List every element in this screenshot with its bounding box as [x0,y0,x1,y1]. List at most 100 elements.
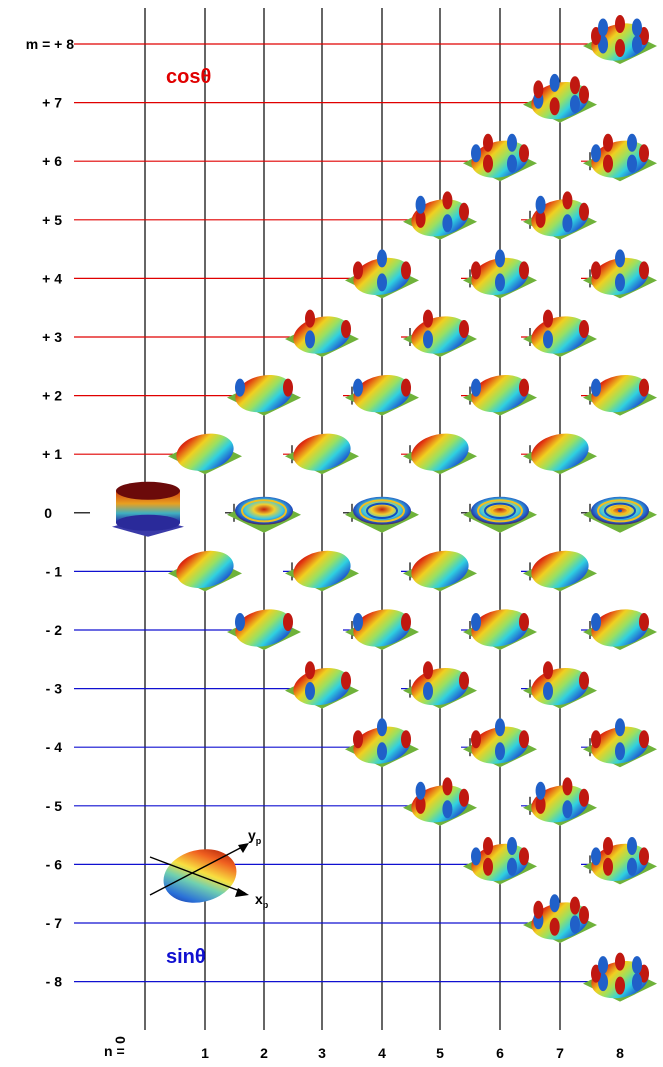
axis-y-label: yp [248,827,262,846]
surface-lobe [579,320,589,338]
surface-lobe [341,320,351,338]
zernike-surface-n6-m6 [463,133,537,182]
surface-lobe [401,613,411,631]
surface-lobe [579,85,589,104]
surface-lobe [639,847,649,866]
zernike-surface-n7-m3 [523,309,597,357]
surface-lobe [459,202,469,221]
surface-lobe [483,837,493,856]
surface-lobe [235,378,245,397]
row-label-m: 0 [44,505,52,521]
surface-lobe [631,35,642,54]
surface-lobe [533,80,544,99]
zernike-surface-n1-m-1 [168,550,242,592]
row-label-m: - 7 [46,915,63,931]
surface-lobe [579,906,589,924]
surface-lobe [591,378,601,397]
row-label-m: + 4 [42,270,62,286]
row-label-m: + 6 [42,153,62,169]
surface-body [531,785,589,823]
surface-lobe [401,378,411,397]
surface-lobe [569,76,580,95]
coordinate-axes-inset: yp xp [149,827,269,910]
yp-arrow [149,844,247,896]
zernike-surface-n8-m-6 [583,837,657,885]
surface-lobe [535,209,546,228]
zernike-surface-n6-m-2 [463,609,537,650]
surface-body [411,785,469,823]
surface-lobe [471,144,481,163]
surface-lobe [591,261,601,280]
surface-lobe [639,964,649,983]
row-label-m: - 4 [46,739,63,755]
surface-lobe [579,671,589,690]
surface-lobe [603,133,613,152]
surface-lobe [305,309,315,328]
surface-lobe [423,681,433,700]
surface-ring [611,506,629,516]
surface-ring [359,499,405,523]
surface-lobe [483,133,493,152]
surface-ring [597,499,643,523]
zernike-surface-n5-m-1 [403,550,477,592]
surface-lobe [377,249,387,268]
column-label-n6: 6 [496,1045,504,1061]
surface-lobe [615,249,625,268]
surface-lobe [495,273,505,292]
zernike-surface-n7-m-5 [523,777,597,826]
surface-lobe [353,261,363,280]
surface-lobe [603,857,613,876]
surface-lobe [562,800,573,819]
surface-lobe [283,378,293,397]
surface-lobe [543,330,553,349]
surface-lobe [483,154,493,173]
surface-lobe [615,39,625,57]
zernike-surface-n8-m-2 [583,609,657,650]
surface-lobe [562,191,573,210]
surface-lobe [591,964,601,983]
surface-body [531,433,589,471]
zernike-surface-n7-m-3 [523,661,597,709]
zernike-surface-n4-m-4 [345,718,419,768]
surface-ring [491,506,509,516]
surface-lobe [598,18,609,37]
zernike-surface-n7-m-1 [523,550,597,592]
surface-lobe [459,320,469,338]
surface-ring [366,502,398,519]
surface-lobe [549,73,560,92]
surface-lobe [519,261,529,280]
zernike-surface-n5-m-3 [403,661,477,709]
surface-lobe [341,671,351,690]
surface-lobe [535,195,546,214]
surface-lobe [579,788,589,807]
surface-lobe [631,18,642,37]
zernike-surface-n5-m3 [403,309,477,357]
surface-lobe [569,896,580,915]
surface-lobe [442,777,453,796]
surface-lobe [401,261,411,280]
surface-lobe [377,273,387,292]
surface-lobe [562,214,573,233]
cylinder-top [116,481,180,500]
zernike-surface-n5-m-5 [403,777,477,826]
surface-lobe [615,718,625,737]
surface-body [235,374,293,413]
sin-theta-label: sinθ [166,946,206,968]
surface-lobe [639,27,649,45]
zernike-surface-n6-m0 [463,496,537,533]
surface-lobe [235,613,245,631]
surface-lobe [543,661,553,680]
surface-lobe [627,154,637,173]
surface-lobe [549,894,560,913]
surface-lobe [591,27,601,45]
surface-lobe [423,330,433,349]
zernike-surface-n2-m2 [227,374,301,416]
zernike-surface-n7-m5 [523,191,597,240]
column-label-n4: 4 [378,1045,386,1061]
surface-lobe [495,249,505,268]
zernike-surface-n3-m-1 [285,550,359,592]
labels: m = + 8 + 7 + 6 + 5 + 4 + 3 + 2 + 1 0 - 1 - 2 - 3 - … [26,36,624,1061]
yp-arrowhead [238,843,249,853]
surface-lobe [603,154,613,173]
xp-arrow [149,856,246,894]
